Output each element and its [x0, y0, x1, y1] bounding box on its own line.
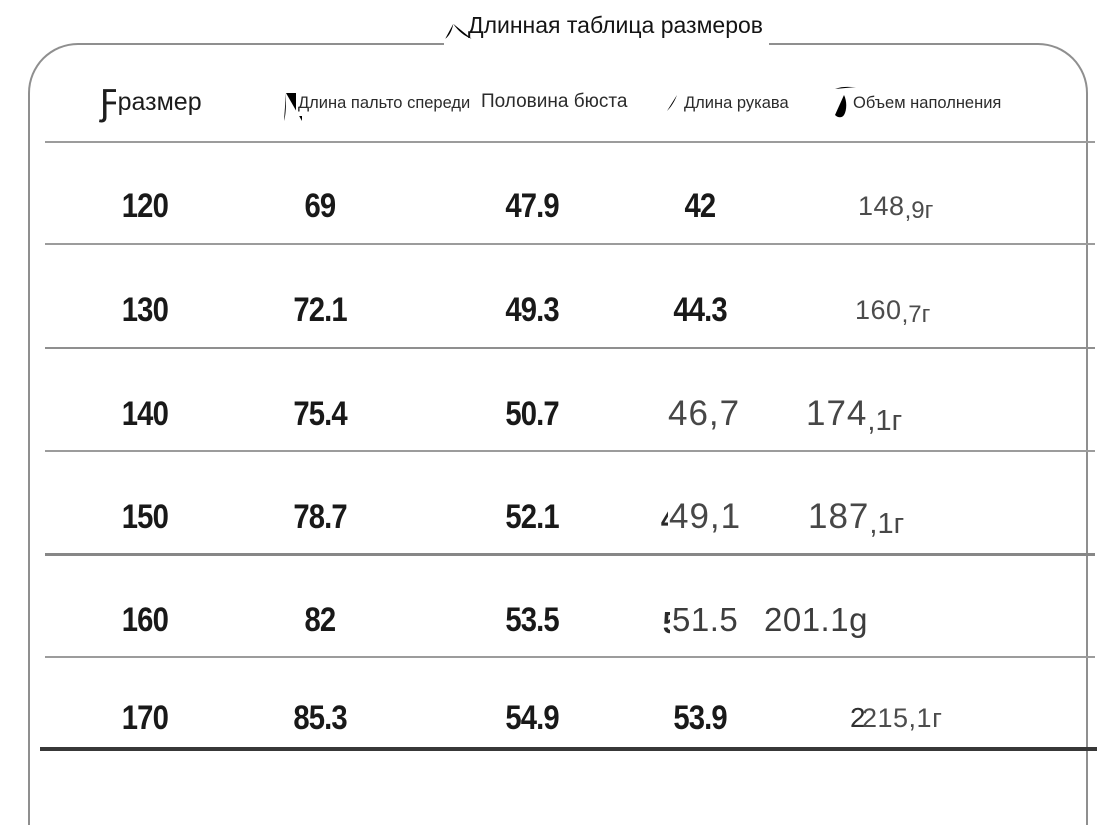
cell-fill-volume: 174,1г	[806, 394, 903, 437]
column-header-half-bust: Половина бюста	[462, 88, 633, 116]
column-header-label: Объем наполнения	[851, 90, 1007, 116]
cell-half-bust: 54.9	[505, 699, 559, 737]
table-title-text: Длинная таблица размеров	[468, 11, 763, 38]
cell-size: 120	[121, 187, 169, 225]
cjk-fragment-icon	[833, 86, 857, 118]
cell-coat-length: 72.1	[293, 291, 347, 329]
row-separator	[45, 243, 1095, 245]
obscured-digit-fragment: 2	[850, 702, 866, 733]
cjk-fragment-icon	[667, 81, 689, 111]
cell-sleeve-length: 53.9	[673, 699, 727, 737]
cell-sleeve-length: 42	[684, 187, 717, 225]
cell-half-bust: 52.1	[505, 498, 559, 536]
cjk-chang-fragment-icon	[445, 17, 472, 39]
column-header-coat-front-length: Длина пальто спереди	[281, 80, 476, 126]
cell-coat-length: 78.7	[293, 498, 347, 536]
cell-coat-length: 69	[304, 187, 337, 225]
row-separator	[45, 450, 1095, 452]
cell-fill-volume: 187,1г	[808, 497, 905, 540]
cell-size: 130	[121, 291, 169, 329]
bottom-rule	[40, 747, 1097, 751]
cell-sleeve-length: 46,7	[668, 394, 741, 433]
cell-coat-length: 82	[304, 601, 337, 639]
table-row: 150 78.7 52.1 4 49,1 187,1г	[0, 494, 1097, 540]
cell-size: 160	[121, 601, 169, 639]
cell-fill-volume: 215,1г	[862, 703, 943, 733]
row-separator	[45, 553, 1095, 556]
cell-size: 170	[121, 699, 169, 737]
cell-sleeve-length: 49,1	[669, 497, 742, 536]
table-row: 130 72.1 49.3 44.3 160,7г	[0, 287, 1097, 333]
table-row: 140 75.4 50.7 46,7 174,1г	[0, 391, 1097, 437]
row-separator	[45, 347, 1095, 349]
cell-sleeve-length: 44.3	[673, 291, 727, 329]
cell-size: 140	[121, 395, 169, 433]
column-header-label: Длина рукава	[682, 90, 794, 116]
column-header-sleeve-length: Длина рукава	[666, 79, 794, 127]
cjk-fragment-icon	[469, 90, 479, 93]
table-row: 170 85.3 54.9 53.9 2 215,1г	[0, 695, 1097, 741]
cell-size: 150	[121, 498, 169, 536]
row-separator	[45, 141, 1095, 143]
cell-sleeve-length: 51.5	[672, 601, 739, 638]
cell-half-bust: 50.7	[505, 395, 559, 433]
column-header-label: Половина бюста	[479, 88, 633, 116]
table-row: 120 69 47.9 42 148,9г	[0, 183, 1097, 229]
column-header-size: Ƒ размер	[100, 84, 207, 121]
table-row: 160 82 53.5 5 51.5 201.1g	[0, 597, 1097, 643]
cell-coat-length: 75.4	[293, 395, 347, 433]
cell-half-bust: 47.9	[505, 187, 559, 225]
cell-fill-volume: 160,7г	[855, 295, 931, 328]
obscured-digit-fragment: 4	[660, 500, 668, 540]
cell-half-bust: 53.5	[505, 601, 559, 639]
table-title: Длинная таблица размеров	[444, 2, 769, 52]
cell-half-bust: 49.3	[505, 291, 559, 329]
column-header-fill-volume: Объем наполнения	[832, 84, 1007, 122]
cell-fill-volume: 148,9г	[858, 191, 934, 224]
cell-fill-volume: 201.1g	[764, 601, 868, 638]
column-header-label: Длина пальто спереди	[296, 90, 476, 116]
row-separator	[45, 656, 1095, 658]
column-header-label: размер	[115, 85, 207, 120]
obscured-digit-fragment: 5	[662, 603, 670, 643]
cell-coat-length: 85.3	[293, 699, 347, 737]
